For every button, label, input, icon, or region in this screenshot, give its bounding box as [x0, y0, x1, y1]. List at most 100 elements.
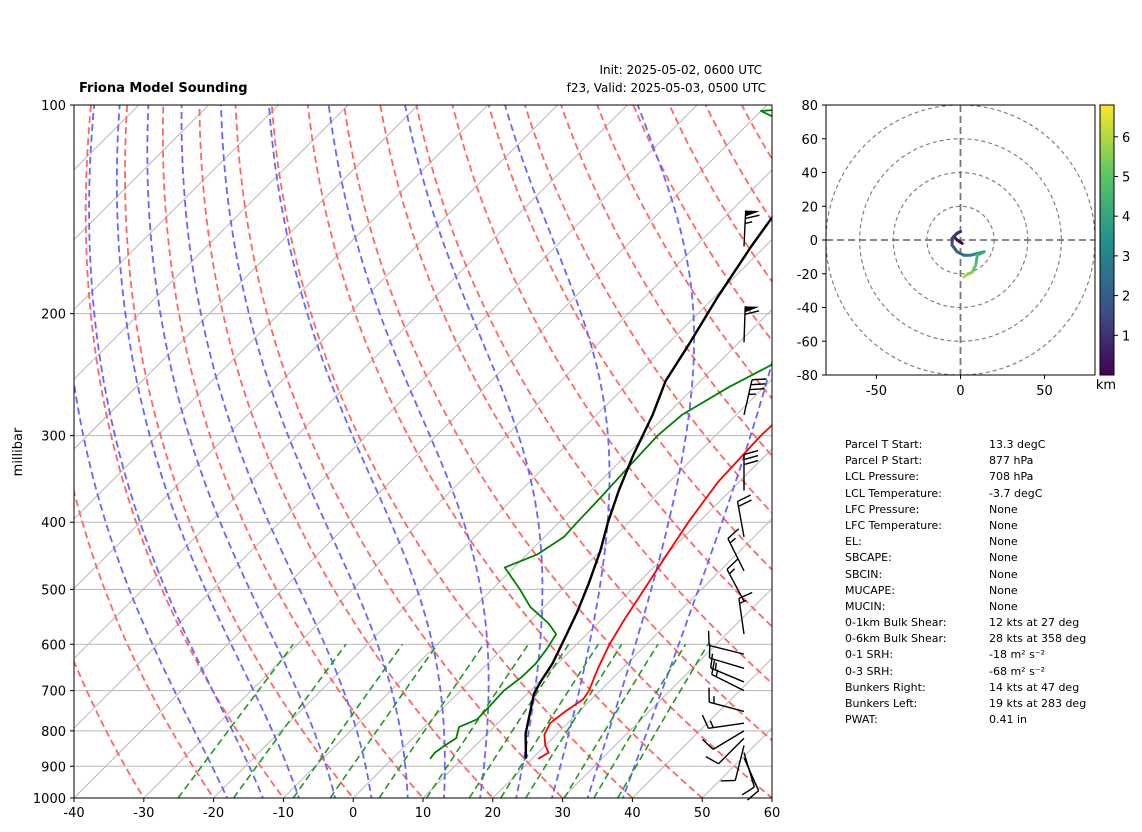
mixing-ratio-line: [617, 643, 709, 798]
parameter-value: None: [989, 535, 1018, 549]
chart-title: Friona Model Sounding: [79, 81, 248, 96]
parameter-value: 14 kts at 47 deg: [989, 680, 1080, 694]
y-tick-label: 600: [41, 638, 66, 653]
wind-barb: [701, 714, 745, 730]
hodograph-x-tick-label: 0: [956, 384, 964, 399]
parameter-label: MUCIN:: [845, 599, 886, 613]
mixing-ratio-line: [563, 643, 659, 798]
wind-barb: [708, 687, 745, 713]
isotherm-line: [631, 657, 772, 798]
parameter-label: 0-6km Bulk Shear:: [845, 632, 947, 646]
hodograph-x-tick-label: -50: [866, 384, 887, 399]
wind-barb: [743, 210, 760, 247]
moist-adiabat-line: [404, 105, 544, 798]
parameter-row: SBCAPE: None: [845, 550, 1125, 566]
y-tick-label: 700: [41, 685, 66, 700]
skewt-y-axis-label: millibar: [11, 427, 26, 476]
mixing-ratio-line: [329, 643, 439, 798]
parameter-label: 0-1km Bulk Shear:: [845, 616, 947, 630]
parameter-row: Bunkers Left: 19 kts at 283 deg: [845, 696, 1125, 712]
parcel-profile-line: [524, 215, 772, 759]
temperature-profile-line: [537, 423, 772, 760]
wind-barb: [702, 730, 745, 750]
init-time-label: Init: 2025-05-02, 0600 UTC: [599, 63, 762, 77]
colorbar-ticks: 1 2 3 4 5 6: [1114, 131, 1130, 344]
mixing-ratio-line: [593, 643, 687, 798]
x-tick-label: -20: [203, 806, 224, 821]
mixing-ratio-line: [177, 643, 294, 798]
colorbar-tick-label: 3: [1122, 250, 1130, 265]
wind-barb: [743, 449, 759, 491]
parameter-row: PWAT: 0.41 in: [845, 712, 1125, 728]
x-tick-label: 20: [485, 806, 502, 821]
dry-adiabat-line: [523, 105, 772, 515]
wind-barb: [710, 653, 745, 683]
mixing-ratio-line: [425, 643, 530, 798]
mixing-ratio-line: [468, 643, 570, 798]
parameter-row: LCL Temperature: -3.7 degC: [845, 486, 1125, 502]
y-tick-label: 900: [41, 760, 66, 775]
parameter-value: None: [989, 518, 1018, 532]
parameter-value: 28 kts at 358 deg: [989, 632, 1087, 646]
moist-adiabat-line: [88, 105, 264, 798]
parameter-value: 877 hPa: [989, 454, 1034, 468]
isotherm-line: [74, 105, 210, 241]
moist-adiabat-line: [180, 105, 373, 798]
isotherm-line: [282, 308, 772, 798]
moist-adiabat-line: [268, 105, 446, 798]
parameter-label: LFC Pressure:: [845, 502, 920, 516]
x-tick-label: -30: [133, 806, 154, 821]
colorbar-tick-label: 1: [1122, 329, 1130, 344]
isotherm-line: [212, 238, 772, 798]
skewt-profiles: [429, 109, 772, 760]
moist-adiabat-line: [74, 377, 229, 798]
parameter-row: 0-3 SRH: -68 m² s⁻²: [845, 664, 1125, 680]
dry-adiabat-line: [198, 105, 495, 798]
moist-adiabat-line: [504, 105, 611, 798]
y-tick-label: 800: [41, 725, 66, 740]
parameter-row: LFC Pressure: None: [845, 502, 1125, 518]
mixing-ratio-line: [378, 643, 485, 798]
wind-barb: [720, 745, 745, 782]
hodograph-segment: [974, 253, 979, 267]
colorbar-tick-label: 6: [1122, 131, 1130, 146]
isotherm-line: [74, 105, 280, 311]
moist-adiabat-line: [622, 359, 772, 798]
parameter-value: None: [989, 583, 1018, 597]
isotherm-line: [561, 587, 772, 798]
wind-barbs: [701, 210, 767, 801]
parameter-row: 0-6km Bulk Shear: 28 kts at 358 deg: [845, 631, 1125, 647]
wind-barb: [736, 494, 752, 538]
wind-barb: [743, 378, 767, 416]
mixing-ratio-line: [500, 643, 599, 798]
isotherm-line: [74, 105, 768, 798]
wind-barb: [707, 630, 745, 655]
parameter-label: LFC Temperature:: [845, 518, 943, 532]
dry-adiabat-line: [234, 105, 564, 798]
parameter-value: -3.7 degC: [989, 486, 1043, 500]
moist-adiabat-line: [220, 105, 409, 798]
wind-barb: [738, 591, 753, 635]
colorbar-tick-label: 4: [1122, 210, 1130, 225]
wind-barb: [743, 306, 760, 343]
hodograph-y-tick-label: 60: [801, 133, 818, 148]
colorbar: [1099, 104, 1115, 376]
hodograph-y-tick-label: -60: [797, 335, 818, 350]
parameter-value: 13.3 degC: [989, 438, 1046, 451]
hodograph-y-tick-label: 40: [801, 167, 818, 182]
hodograph-trace: [950, 230, 986, 279]
x-tick-label: 50: [694, 806, 711, 821]
parameter-row: MUCIN: None: [845, 599, 1125, 615]
dry-adiabat-line: [451, 105, 772, 628]
wind-barb: [741, 752, 756, 796]
parameter-value: 19 kts at 283 deg: [989, 697, 1087, 710]
x-tick-label: 10: [415, 806, 432, 821]
hodograph-y-tick-label: 0: [810, 234, 818, 249]
parameter-label: 0-3 SRH:: [845, 664, 894, 678]
mixing-ratio-line: [292, 643, 404, 798]
y-tick-label: 200: [41, 308, 66, 323]
parameter-label: PWAT:: [845, 713, 878, 727]
dewpoint-profile-line: [429, 109, 772, 760]
parameter-row: Bunkers Right: 14 kts at 47 deg: [845, 680, 1125, 696]
colorbar-tick-label: 2: [1122, 290, 1130, 305]
